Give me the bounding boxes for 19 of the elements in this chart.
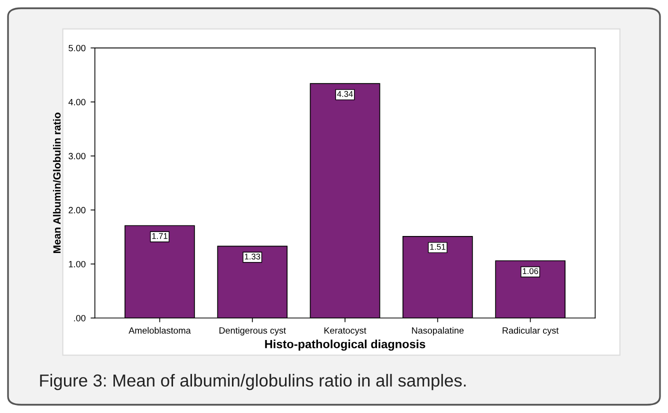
- y-tick-label: 4.00: [68, 98, 86, 106]
- y-tick-label: .00: [74, 314, 86, 322]
- data-label: 1.51: [430, 244, 446, 250]
- y-tick-label: 3.00: [68, 152, 86, 160]
- x-axis-title: Histo-pathological diagnosis: [265, 340, 426, 351]
- y-tick-label: 2.00: [68, 206, 86, 214]
- data-label: 4.34: [337, 91, 353, 97]
- x-tick-label: Dentigerous cyst: [219, 327, 286, 336]
- x-tick-label: Radicular cyst: [502, 327, 559, 336]
- x-tick-label: Keratocyst: [324, 327, 366, 336]
- x-tick-label: Ameloblastoma: [128, 327, 191, 334]
- data-label: 1.71: [152, 233, 168, 239]
- y-tick-label: 1.00: [68, 260, 86, 268]
- data-label: 1.33: [244, 254, 260, 260]
- data-label: 1.06: [522, 268, 538, 274]
- y-tick-label: 5.00: [68, 44, 86, 52]
- caption: Figure 3: Mean of albumin/globulins ratio in all samples.: [40, 374, 466, 390]
- x-tick-label: Nasopalatine: [412, 327, 464, 336]
- y-axis-title: Mean Albumin/Globulin ratio: [52, 112, 61, 253]
